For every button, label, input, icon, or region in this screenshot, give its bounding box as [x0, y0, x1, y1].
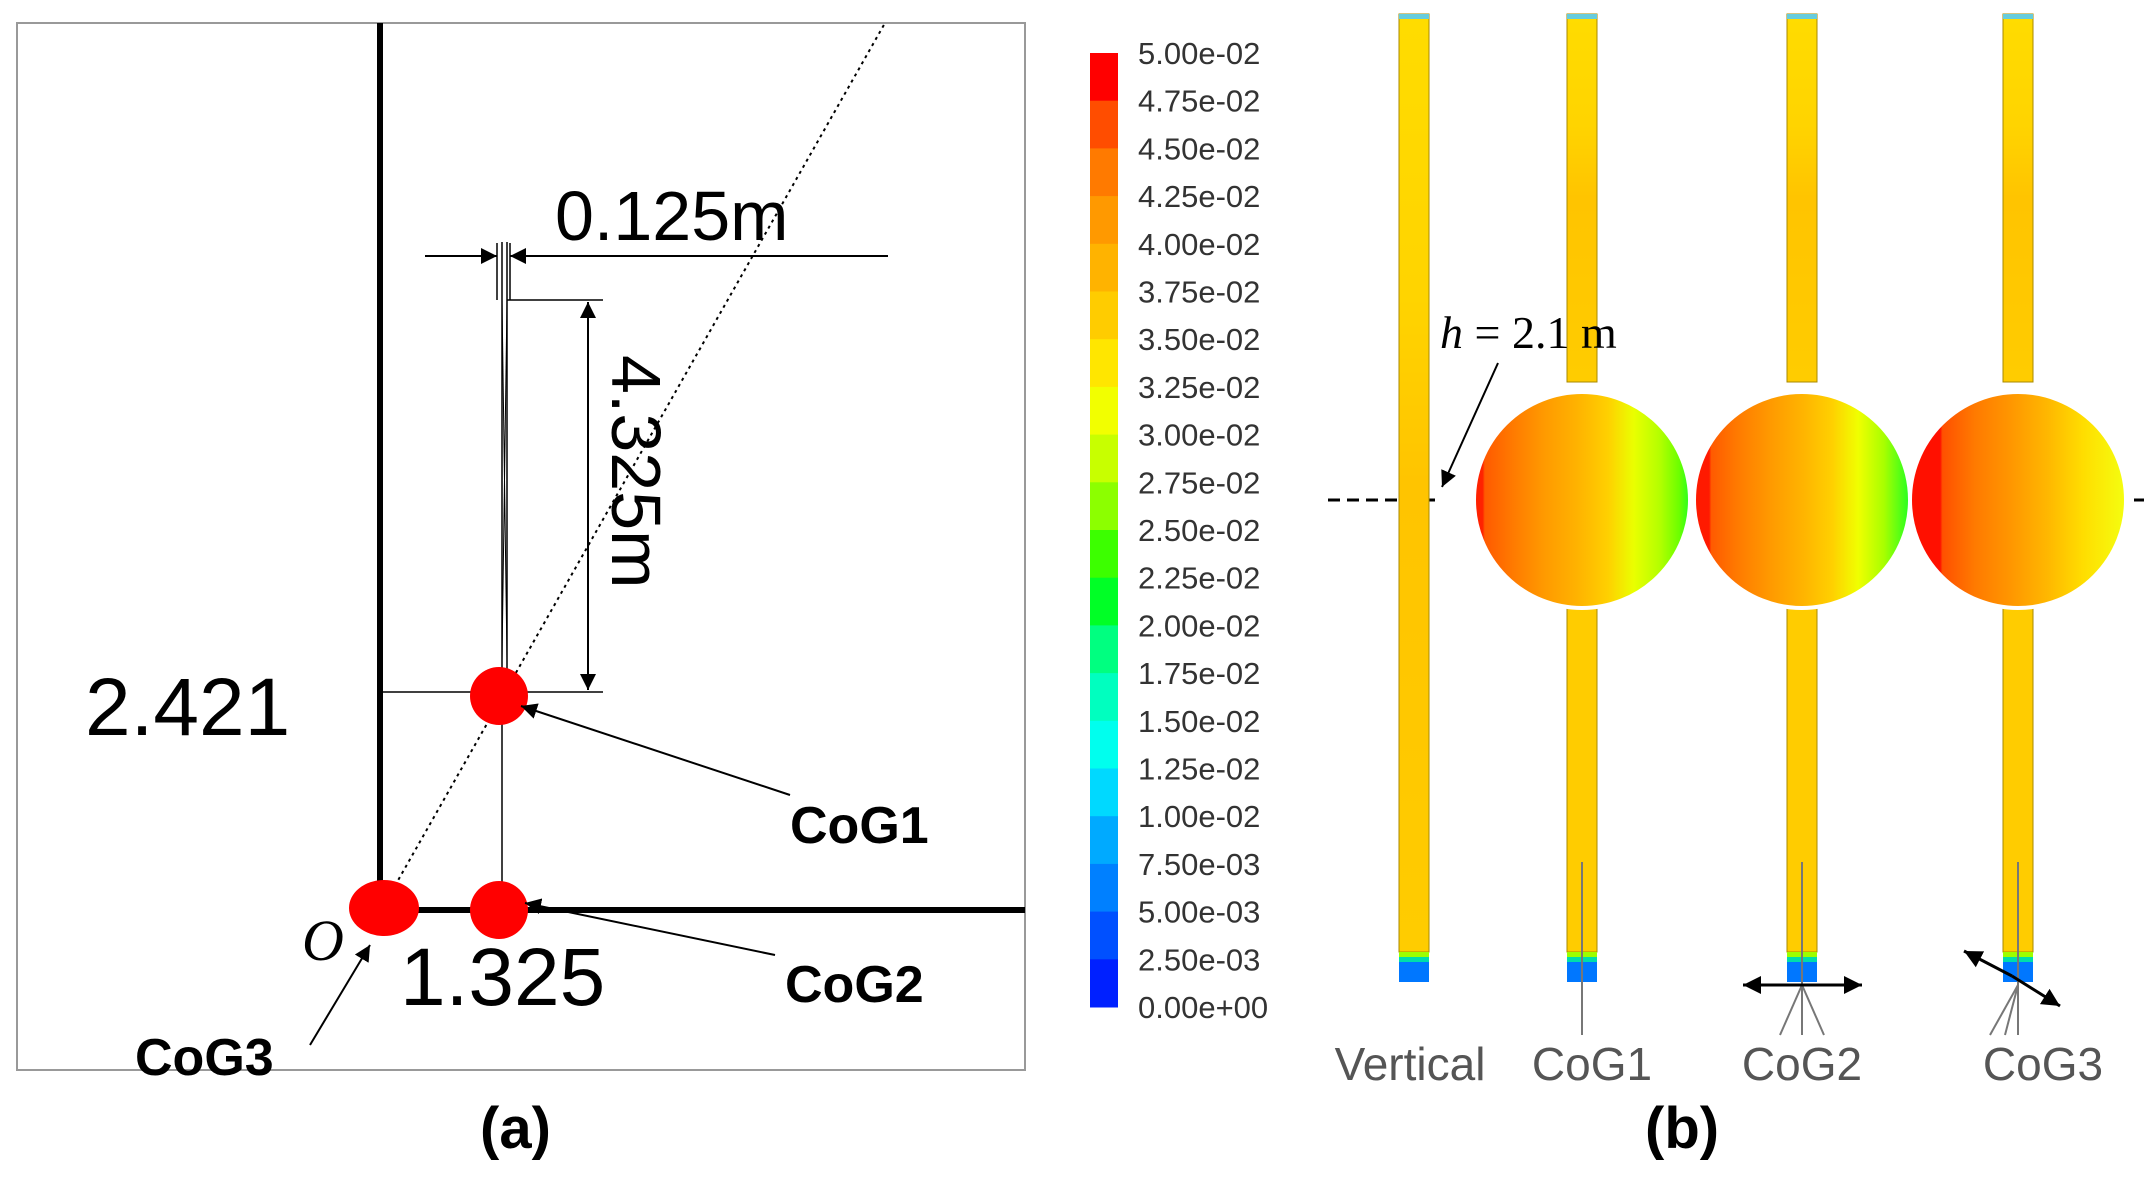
panel-a: 0.125m 4.325m 2.421 1.325 O CoG1 CoG2 Co…: [16, 22, 1026, 1161]
legend-swatch: [1090, 863, 1118, 913]
legend-swatch: [1090, 959, 1118, 1008]
legend-tick-label: 4.00e-02: [1138, 227, 1260, 262]
legend-tick-label: 3.75e-02: [1138, 275, 1260, 310]
color-legend: 5.00e-02 4.75e-02 4.50e-02 4.25e-02 4.00e-02…: [1090, 36, 1268, 1025]
legend-swatch: [1090, 291, 1118, 340]
y-coordinate-label: 2.421: [85, 662, 290, 753]
legend-tick-label: 1.00e-02: [1138, 799, 1260, 834]
pipe-cog3: [1908, 13, 2128, 1036]
legend-tick-label: 2.75e-02: [1138, 465, 1260, 500]
legend-swatch: [1090, 768, 1118, 817]
legend-swatch: [1090, 720, 1118, 769]
column-label-cog2: CoG2: [1742, 1038, 1862, 1090]
legend-swatch: [1090, 434, 1118, 483]
legend-swatch: [1090, 577, 1118, 626]
cog3-point: [349, 880, 419, 936]
cog1-callout: [520, 703, 791, 796]
pipe-cog1: [1472, 13, 1692, 1035]
legend-tick-label: 4.25e-02: [1138, 179, 1260, 214]
legend-tick-label: 4.50e-02: [1138, 131, 1260, 166]
legend-swatch: [1090, 386, 1118, 436]
column-label-cog3: CoG3: [1983, 1038, 2103, 1090]
panel-a-frame: [16, 22, 1026, 1071]
caption-b: (b): [1645, 1096, 1719, 1161]
legend-swatch: [1090, 816, 1118, 865]
rod-cross-2: [501, 299, 508, 661]
legend-swatch: [1090, 625, 1118, 674]
legend-swatch: [1090, 339, 1118, 388]
cog2-callout: [524, 898, 776, 956]
legend-tick-label: 3.50e-02: [1138, 322, 1260, 357]
legend-tick-label: 1.75e-02: [1138, 656, 1260, 691]
legend-swatch: [1090, 673, 1118, 722]
legend-tick-label: 1.25e-02: [1138, 752, 1260, 787]
h-callout: [1441, 362, 1499, 488]
legend-tick-label: 0.00e+00: [1138, 990, 1268, 1025]
cog1-point: [470, 667, 528, 725]
cog3-callout: [309, 944, 371, 1046]
legend-tick-label: 1.50e-02: [1138, 704, 1260, 739]
origin-label: O: [302, 908, 344, 973]
legend-tick-label: 3.00e-02: [1138, 418, 1260, 453]
cog1-label: CoG1: [790, 797, 929, 855]
legend-tick-label: 5.00e-02: [1138, 36, 1260, 71]
legend-tick-label: 2.50e-02: [1138, 513, 1260, 548]
pipe-cog2: [1692, 13, 1912, 1036]
legend-swatch: [1090, 530, 1118, 579]
panel-b: h = 2.1 m Vertical CoG1 CoG2 CoG3 (b): [1328, 13, 2144, 1161]
legend-swatch: [1090, 148, 1118, 197]
x-coordinate-label: 1.325: [400, 932, 605, 1023]
cog2-label: CoG2: [785, 956, 924, 1014]
legend-swatch: [1090, 53, 1118, 102]
legend-tick-label: 2.00e-02: [1138, 608, 1260, 643]
height-label: 4.325m: [597, 355, 675, 588]
legend-swatch: [1090, 482, 1118, 531]
cog3-label: CoG3: [135, 1029, 274, 1087]
legend-tick-label: 3.25e-02: [1138, 370, 1260, 405]
cog2-point: [470, 881, 528, 939]
column-label-vertical: Vertical: [1335, 1038, 1486, 1090]
caption-a: (a): [480, 1096, 551, 1161]
legend-swatch: [1090, 196, 1118, 245]
legend-tick-label: 7.50e-03: [1138, 847, 1260, 882]
legend-tick-label: 4.75e-02: [1138, 84, 1260, 119]
legend-swatch: [1090, 911, 1118, 960]
h-label: h = 2.1 m: [1440, 307, 1617, 358]
legend-swatch: [1090, 100, 1118, 149]
legend-tick-label: 2.50e-03: [1138, 942, 1260, 977]
legend-tick-label: 5.00e-03: [1138, 895, 1260, 930]
legend-tick-label: 2.25e-02: [1138, 561, 1260, 596]
width-label: 0.125m: [555, 177, 788, 255]
legend-swatch: [1090, 243, 1118, 292]
pipe-vertical: [1398, 13, 1430, 982]
column-label-cog1: CoG1: [1532, 1038, 1652, 1090]
